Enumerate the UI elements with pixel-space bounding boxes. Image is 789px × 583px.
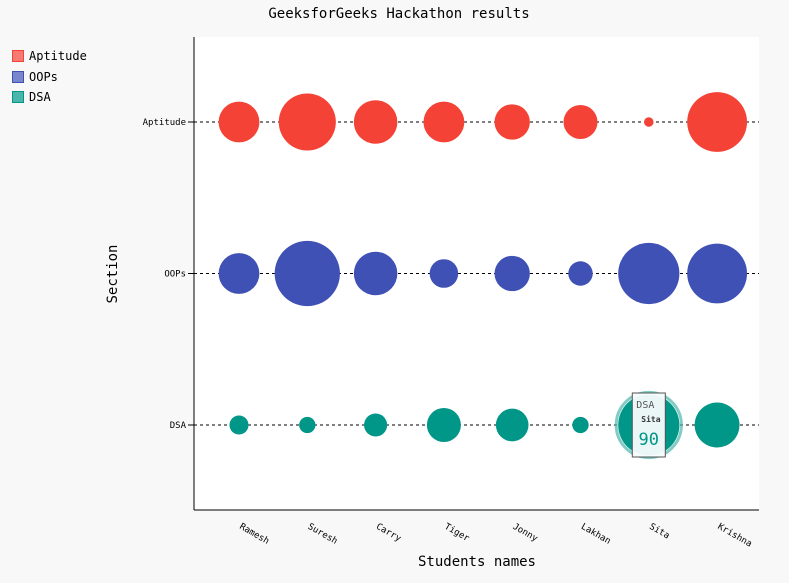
x-tick-label-ramesh: Ramesh — [238, 522, 271, 547]
x-tick-label-suresh: Suresh — [306, 522, 339, 547]
legend: Aptitude OOPs DSA — [12, 46, 87, 108]
x-tick-label-tiger: Tiger — [442, 522, 471, 544]
chart-title: GeeksforGeeks Hackathon results — [268, 6, 529, 22]
bubble-aptitude-tiger[interactable] — [423, 101, 465, 143]
x-tick-label-jonny: Jonny — [511, 522, 540, 544]
y-tick-label-aptitude: Aptitude — [143, 118, 186, 128]
bubble-dsa-jonny[interactable] — [495, 408, 529, 442]
bubble-aptitude-ramesh[interactable] — [218, 101, 260, 143]
legend-swatch-oops — [12, 70, 24, 83]
legend-label-oops: OOPs — [29, 69, 58, 84]
tooltip-highlight-ring — [614, 390, 683, 460]
bubble-aptitude-jonny[interactable] — [494, 104, 530, 140]
bubble-dsa-carry[interactable] — [364, 413, 388, 437]
bubble-oops-jonny[interactable] — [494, 255, 530, 292]
tooltip-label: Sita — [641, 414, 660, 424]
bubble-oops-suresh[interactable] — [274, 240, 340, 307]
legend-label-dsa: DSA — [29, 90, 51, 105]
bubble-dsa-lakhan[interactable] — [572, 416, 589, 434]
tooltip-series: DSA — [636, 400, 654, 411]
legend-item-aptitude[interactable]: Aptitude — [12, 46, 87, 67]
legend-swatch-aptitude — [12, 50, 24, 63]
bubble-oops-tiger[interactable] — [429, 259, 459, 288]
bubble-aptitude-carry[interactable] — [353, 100, 398, 144]
legend-label-aptitude: Aptitude — [29, 49, 87, 64]
x-axis-title: Students names — [418, 554, 536, 570]
bubble-oops-carry[interactable] — [353, 251, 398, 296]
y-tick-label-oops: OOPs — [164, 270, 186, 280]
bubble-oops-ramesh[interactable] — [218, 253, 260, 294]
bubble-oops-sita[interactable] — [618, 242, 680, 305]
bubble-aptitude-krishna[interactable] — [687, 92, 748, 152]
x-tick-label-carry: Carry — [374, 522, 403, 544]
bubble-oops-lakhan[interactable] — [568, 261, 593, 286]
bubble-dsa-suresh[interactable] — [299, 416, 316, 434]
bubble-aptitude-suresh[interactable] — [278, 93, 336, 151]
bubble-dsa-krishna[interactable] — [694, 402, 740, 448]
bubble-aptitude-sita[interactable] — [644, 117, 654, 127]
legend-item-oops[interactable]: OOPs — [12, 67, 87, 88]
x-tick-label-sita: Sita — [647, 522, 671, 542]
bubble-oops-krishna[interactable] — [687, 243, 748, 304]
x-tick-label-lakhan: Lakhan — [579, 522, 612, 547]
bubble-dsa-tiger[interactable] — [426, 408, 461, 442]
y-tick-label-dsa: DSA — [170, 421, 187, 431]
tooltip-value: 90 — [639, 430, 659, 450]
bubble-dsa-ramesh[interactable] — [229, 415, 249, 435]
y-axis-title: Section — [105, 244, 121, 303]
x-tick-label-krishna: Krishna — [716, 522, 754, 550]
bubble-aptitude-lakhan[interactable] — [563, 105, 598, 139]
tooltip-box — [631, 392, 666, 458]
legend-swatch-dsa — [12, 91, 24, 104]
legend-item-dsa[interactable]: DSA — [12, 87, 87, 108]
